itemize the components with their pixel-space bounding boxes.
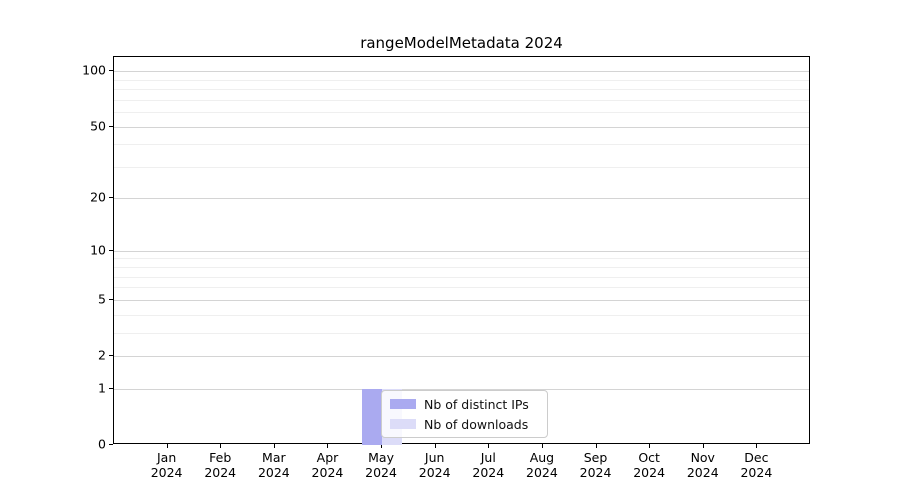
x-tick-label: Oct 2024 — [633, 450, 666, 480]
y-tick-mark — [109, 355, 113, 356]
x-tick-mark — [488, 444, 490, 448]
x-tick-mark — [541, 444, 543, 448]
x-tick-mark — [595, 444, 597, 448]
chart-title: rangeModelMetadata 2024 — [360, 34, 563, 52]
y-tick-label: 20 — [90, 189, 106, 205]
x-tick-label: Jan 2024 — [150, 450, 183, 480]
x-tick-mark — [220, 444, 222, 448]
gridline-major — [114, 250, 809, 252]
legend-swatch-distinct-ips — [390, 399, 416, 409]
gridline-minor — [114, 79, 809, 81]
bar-nb-of-distinct-ips-may-2024 — [362, 388, 383, 445]
gridline-major — [114, 126, 809, 128]
legend-swatch-downloads — [390, 419, 416, 429]
grid-layer — [114, 57, 809, 443]
y-tick-mark — [109, 249, 113, 251]
x-tick-mark — [756, 444, 758, 448]
gridline-major — [114, 198, 809, 200]
y-tick-mark — [109, 125, 113, 127]
x-tick-label: Sep 2024 — [579, 450, 612, 480]
legend-label-distinct-ips: Nb of distinct IPs — [424, 396, 529, 412]
y-tick-label: 5 — [98, 291, 106, 307]
y-tick-mark — [109, 298, 113, 300]
plot-area: Nb of distinct IPs Nb of downloads — [113, 56, 810, 445]
x-tick-label: Jul 2024 — [472, 450, 505, 480]
y-tick-mark — [109, 197, 113, 199]
x-tick-label: Feb 2024 — [204, 450, 237, 480]
x-tick-label: Mar 2024 — [257, 450, 290, 480]
legend-label-downloads: Nb of downloads — [424, 416, 529, 432]
gridline-minor — [114, 166, 809, 168]
x-tick-label: Dec 2024 — [740, 450, 773, 480]
x-tick-mark — [702, 444, 704, 448]
y-tick-label: 50 — [90, 118, 106, 134]
y-tick-label: 10 — [90, 242, 106, 258]
legend: Nb of distinct IPs Nb of downloads — [381, 390, 548, 438]
gridline-minor — [114, 267, 809, 269]
x-tick-mark — [381, 444, 383, 448]
y-tick-label: 100 — [82, 62, 106, 78]
y-tick-mark — [109, 387, 113, 389]
gridline-minor — [114, 89, 809, 91]
legend-item-downloads: Nb of downloads — [390, 417, 539, 432]
y-tick-label: 2 — [98, 347, 106, 363]
gridline-major — [114, 71, 809, 73]
gridline-major — [114, 388, 809, 390]
x-tick-label: Jun 2024 — [418, 450, 451, 480]
x-tick-label: Apr 2024 — [311, 450, 344, 480]
y-tick-mark — [109, 444, 113, 445]
x-tick-mark — [434, 444, 436, 448]
x-tick-mark — [649, 444, 651, 448]
x-tick-label: Nov 2024 — [686, 450, 719, 480]
gridline-minor — [114, 276, 809, 278]
x-tick-label: May 2024 — [365, 450, 397, 480]
gridline-major — [114, 299, 809, 301]
legend-item-distinct-ips: Nb of distinct IPs — [390, 397, 539, 412]
gridline-minor — [114, 314, 809, 316]
gridline-major — [114, 356, 809, 357]
gridline-minor — [114, 332, 809, 334]
y-tick-label: 0 — [98, 436, 106, 452]
gridline-minor — [114, 258, 809, 260]
gridline-minor — [114, 99, 809, 101]
y-tick-mark — [109, 70, 113, 72]
x-tick-mark — [166, 444, 168, 448]
y-tick-label: 1 — [98, 380, 106, 396]
x-tick-mark — [273, 444, 275, 448]
gridline-minor — [114, 144, 809, 146]
x-tick-label: Aug 2024 — [526, 450, 558, 480]
gridline-minor — [114, 287, 809, 289]
x-tick-mark — [327, 444, 329, 448]
gridline-minor — [114, 112, 809, 114]
bar-layer — [114, 57, 809, 445]
